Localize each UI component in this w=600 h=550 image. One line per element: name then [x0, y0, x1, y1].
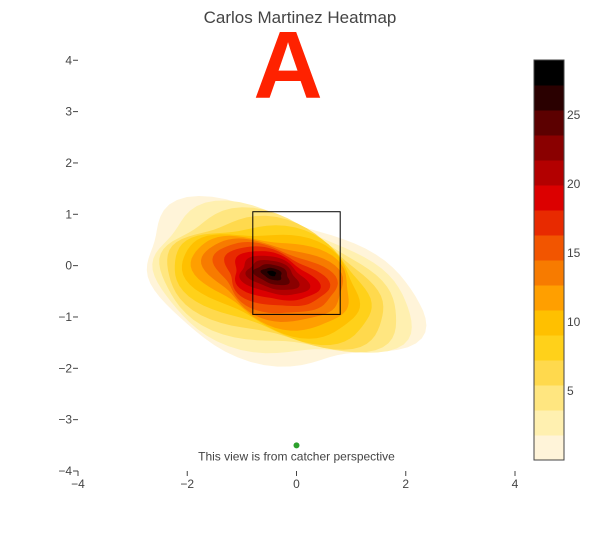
home-plate-marker [293, 442, 300, 449]
colorbar-tick-label: 10 [567, 315, 581, 329]
colorbar-segment [534, 385, 564, 411]
y-tick-label: 3 [65, 105, 72, 119]
y-tick-label: 2 [65, 156, 72, 170]
colorbar: 5 10 15 20 25 [533, 59, 581, 461]
colorbar-tick-label: 15 [567, 246, 581, 260]
perspective-note: This view is from catcher perspective [198, 449, 395, 463]
x-axis: −4 −2 0 2 4 [71, 471, 519, 491]
y-tick-label: 4 [65, 53, 72, 67]
colorbar-segment [534, 235, 564, 261]
y-axis: −4 −3 −2 −1 0 1 2 3 4 [58, 53, 78, 478]
colorbar-segment [534, 85, 564, 111]
colorbar-segment [534, 310, 564, 336]
colorbar-segment [534, 360, 564, 386]
density-contours [146, 196, 427, 367]
x-tick-label: −4 [71, 477, 85, 491]
colorbar-tick-label: 5 [567, 384, 574, 398]
colorbar-segment [534, 185, 564, 211]
colorbar-tick-label: 20 [567, 177, 581, 191]
y-tick-label: −1 [58, 310, 72, 324]
colorbar-segment [534, 160, 564, 186]
y-tick-label: 1 [65, 207, 72, 221]
colorbar-segment [534, 110, 564, 136]
y-tick-label: 0 [65, 259, 72, 273]
x-tick-label: −2 [180, 477, 194, 491]
colorbar-segment [534, 210, 564, 236]
y-tick-label: −2 [58, 361, 72, 375]
strike-zone [252, 211, 341, 315]
colorbar-segment [534, 435, 564, 461]
colorbar-segment [534, 60, 564, 86]
chart-title: Carlos Martinez Heatmap [203, 8, 397, 27]
colorbar-tick-label: 25 [567, 108, 581, 122]
y-tick-label: −4 [58, 464, 72, 478]
colorbar-segment [534, 335, 564, 361]
colorbar-segment [534, 135, 564, 161]
colorbar-outline [533, 59, 565, 461]
pitch-type-letter: A [253, 12, 323, 119]
colorbar-segment [534, 410, 564, 436]
y-tick-label: −3 [58, 413, 72, 427]
x-tick-label: 2 [402, 477, 409, 491]
x-tick-label: 0 [293, 477, 300, 491]
colorbar-segment [534, 285, 564, 311]
x-tick-label: 4 [512, 477, 519, 491]
contour-level-16 [267, 270, 277, 277]
colorbar-segment [534, 260, 564, 286]
